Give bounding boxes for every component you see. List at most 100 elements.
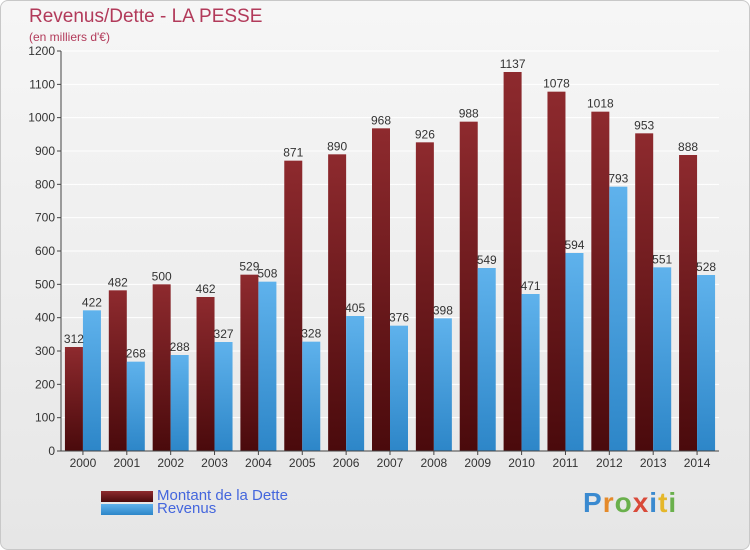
x-tick-label: 2006 [333,456,360,470]
data-label: 988 [459,107,479,121]
data-label: 288 [170,340,190,354]
data-label: 1078 [543,77,570,91]
bar-dette [152,284,171,451]
bar-dette [415,142,434,452]
data-label: 551 [652,252,672,266]
x-tick-label: 2011 [553,456,579,470]
data-label: 482 [108,275,128,289]
legend-swatch-debt [101,491,153,502]
bar-revenus [302,341,321,451]
data-label: 471 [521,279,541,293]
data-label: 890 [327,139,347,153]
data-label: 268 [126,347,146,361]
x-tick-label: 2003 [201,456,228,470]
x-tick-label: 2001 [113,456,140,470]
data-label: 508 [257,267,277,281]
y-tick-label: 500 [35,277,55,291]
bar-revenus [126,361,145,451]
data-label: 594 [564,238,584,252]
data-label: 328 [301,327,321,341]
bar-dette [196,297,215,451]
x-tick-label: 2002 [157,456,184,470]
x-tick-label: 2005 [289,456,316,470]
bar-dette [591,111,610,452]
data-label: 1018 [587,97,614,111]
bar-revenus [390,325,408,451]
x-tick-label: 2014 [684,456,711,470]
y-tick-label: 0 [48,444,55,458]
y-tick-label: 900 [35,144,55,158]
y-tick-label: 800 [35,177,55,191]
chart-title: Revenus/Dette - LA PESSE [29,6,263,27]
bar-dette [547,91,566,452]
y-tick-label: 1000 [28,111,55,125]
bar-revenus [477,268,496,451]
bar-revenus [170,355,189,451]
data-label: 888 [678,140,698,154]
data-label: 871 [283,146,303,160]
bar-revenus [653,267,672,451]
bar-revenus [521,294,540,451]
x-tick-label: 2012 [596,456,623,470]
proxiti-logo: Proxiti [583,487,678,518]
y-tick-label: 400 [35,311,55,325]
bar-dette [635,133,654,452]
bar-revenus [609,186,628,451]
x-tick-label: 2013 [640,456,667,470]
bar-dette [108,290,127,451]
y-tick-label: 1100 [29,77,55,91]
data-label: 529 [239,260,259,274]
x-tick-label: 2000 [70,456,97,470]
data-label: 793 [608,172,628,186]
data-label: 462 [196,282,216,296]
data-label: 312 [64,332,84,346]
x-tick-label: 2010 [508,456,535,470]
data-label: 422 [82,295,102,309]
bars [64,72,716,452]
data-label: 376 [389,311,409,325]
bar-dette [328,154,347,452]
x-tick-label: 2009 [464,456,491,470]
bar-revenus [346,316,365,451]
bar-revenus [258,281,277,451]
y-tick-label: 100 [35,411,55,425]
data-label: 953 [634,118,654,132]
data-label: 398 [433,303,453,317]
x-tick-label: 2008 [421,456,448,470]
y-tick-label: 300 [35,344,55,358]
data-label: 549 [477,253,497,267]
y-tick-label: 700 [35,211,55,225]
y-tick-label: 600 [35,244,55,258]
bar-revenus [433,318,452,451]
data-label: 1137 [500,57,526,71]
bar-revenus [214,342,233,451]
x-tick-label: 2007 [377,456,404,470]
data-label: 327 [214,327,234,341]
bar-revenus [565,253,584,451]
y-tick-label: 200 [35,377,55,391]
data-label: 528 [696,260,716,274]
legend-swatch-revenus [101,504,153,515]
data-label: 926 [415,127,435,141]
bar-dette [372,128,390,451]
chart-subtitle: (en milliers d'€) [29,30,110,44]
data-label: 500 [152,269,172,283]
y-tick-label: 1200 [28,44,55,58]
legend-label-debt: Montant de la Dette [157,487,288,504]
bar-dette [503,72,522,451]
bar-dette [240,274,259,451]
data-label: 405 [345,301,365,315]
axes: 0 100 200 300 400 500 600 700 800 900 1000 1100 1200… [28,44,719,470]
bar-revenus [697,275,716,451]
data-label: 968 [371,113,391,127]
bar-dette [679,155,698,451]
bar-dette [64,347,83,451]
bar-dette [284,160,303,451]
x-tick-label: 2004 [245,456,272,470]
bar-revenus [82,310,101,451]
bar-dette [459,121,478,452]
legend-label-revenus: Revenus [157,500,217,517]
